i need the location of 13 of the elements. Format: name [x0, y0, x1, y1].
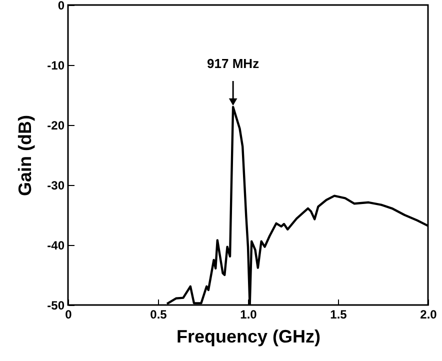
y-tick-label: -50 — [47, 298, 65, 312]
y-tick-label: -40 — [47, 238, 65, 252]
x-tick-label: 2.0 — [420, 308, 438, 322]
y-tick-label: -10 — [47, 58, 65, 72]
x-tick-label: 1.0 — [240, 308, 258, 322]
x-tick-label: 1.5 — [330, 308, 348, 322]
y-tick-label: -30 — [47, 178, 65, 192]
y-tick-label: -20 — [47, 118, 65, 132]
annotation: 917 MHz — [207, 56, 260, 71]
x-axis-title: Frequency (GHz) — [176, 326, 321, 346]
y-axis-title: Gain (dB) — [15, 115, 36, 196]
x-tick-label: 0.5 — [150, 308, 168, 322]
y-tick-label: 0 — [58, 0, 65, 12]
